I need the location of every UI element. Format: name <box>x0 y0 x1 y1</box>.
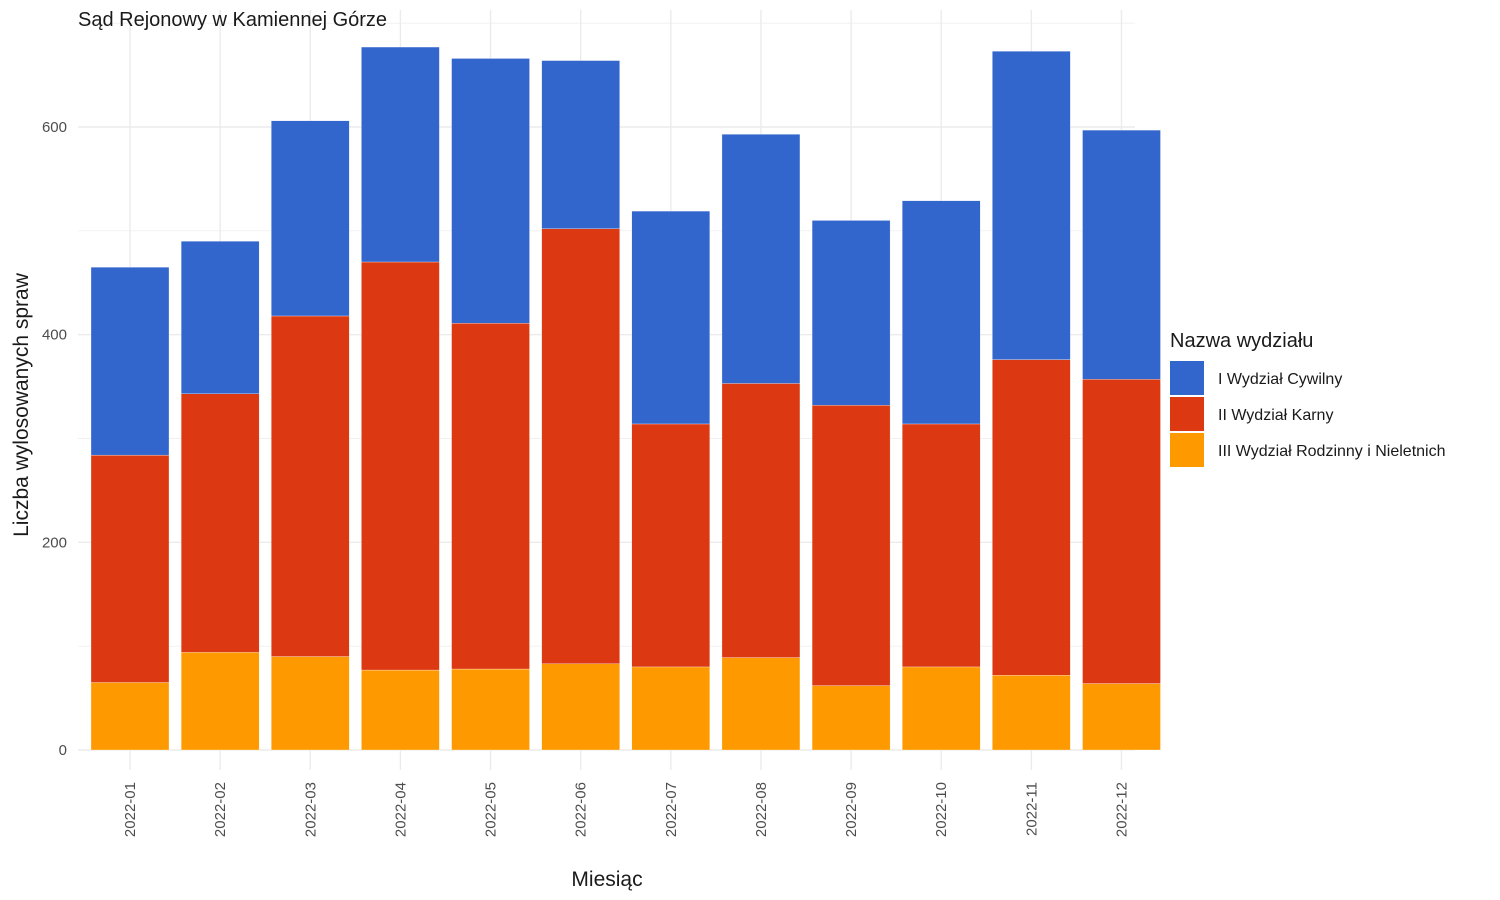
legend-swatch <box>1170 361 1204 395</box>
y-tick-label: 0 <box>59 742 67 759</box>
bar-segment <box>902 423 981 668</box>
bar-segment <box>180 241 260 395</box>
x-tick-label: 2022-12 <box>1114 782 1131 837</box>
legend: Nazwa wydziału I Wydział Cywilny II Wydzi… <box>1170 330 1446 467</box>
bar-segment <box>361 46 440 263</box>
legend-label: III Wydział Rodzinny i Nieletnich <box>1218 443 1446 460</box>
bar-segment <box>992 359 1071 676</box>
bar-segment <box>541 663 620 751</box>
bar-segment <box>1082 129 1161 380</box>
legend-swatch <box>1170 433 1204 467</box>
bar-segment <box>361 669 440 751</box>
legend-title: Nazwa wydziału <box>1170 330 1313 352</box>
bar-segment <box>721 383 801 658</box>
legend-label: I Wydział Cywilny <box>1218 371 1342 388</box>
bar-segment <box>271 315 350 657</box>
bar-segment <box>721 134 801 384</box>
bar-segment <box>541 228 620 664</box>
bar-segment <box>631 666 710 751</box>
bars <box>90 46 1161 751</box>
bar-segment <box>541 60 620 229</box>
bar-segment <box>361 261 440 671</box>
bar-segment <box>90 454 170 683</box>
x-tick-label: 2022-11 <box>1023 782 1040 836</box>
bar-segment <box>811 685 891 751</box>
y-tick-label: 600 <box>42 119 67 136</box>
x-tick-label: 2022-04 <box>392 782 409 837</box>
y-axis-ticks: 0 200 400 600 <box>42 119 67 759</box>
bar-segment <box>1082 379 1161 684</box>
bar-segment <box>271 656 350 751</box>
x-tick-label: 2022-01 <box>122 782 139 837</box>
bar-segment <box>992 675 1071 751</box>
bar-segment <box>90 267 170 456</box>
bar-segment <box>271 120 350 317</box>
bar-segment <box>902 666 981 751</box>
bar-segment <box>451 668 530 751</box>
y-axis-title: Liczba wylosowanych spraw <box>10 272 33 537</box>
x-tick-label: 2022-08 <box>753 782 770 837</box>
y-tick-label: 400 <box>42 327 67 344</box>
bar-segment <box>451 323 530 670</box>
x-axis-title: Miesiąc <box>571 868 642 891</box>
x-tick-label: 2022-07 <box>663 782 680 837</box>
bar-segment <box>992 51 1071 360</box>
bar-segment <box>180 393 260 653</box>
bar-segment <box>811 220 891 406</box>
legend-swatch <box>1170 397 1204 431</box>
bar-segment <box>902 200 981 425</box>
chart-title: Sąd Rejonowy w Kamiennej Górze <box>78 9 387 31</box>
bar-segment <box>180 652 260 751</box>
bar-segment <box>631 423 710 668</box>
bar-segment <box>90 682 170 751</box>
x-tick-label: 2022-06 <box>573 782 590 837</box>
x-tick-label: 2022-03 <box>302 782 319 837</box>
x-tick-label: 2022-02 <box>212 782 229 837</box>
x-tick-label: 2022-09 <box>843 782 860 837</box>
bar-segment <box>631 210 710 425</box>
bar-segment <box>811 405 891 686</box>
bar-segment <box>451 58 530 324</box>
x-tick-label: 2022-05 <box>483 782 500 837</box>
bar-segment <box>721 657 801 751</box>
y-tick-label: 200 <box>42 534 67 551</box>
legend-label: II Wydział Karny <box>1218 407 1333 424</box>
bar-segment <box>1082 683 1161 751</box>
x-tick-label: 2022-10 <box>933 782 950 837</box>
x-axis-ticks: 2022-01 2022-02 2022-03 2022-04 2022-05 2022-… <box>122 782 1131 837</box>
